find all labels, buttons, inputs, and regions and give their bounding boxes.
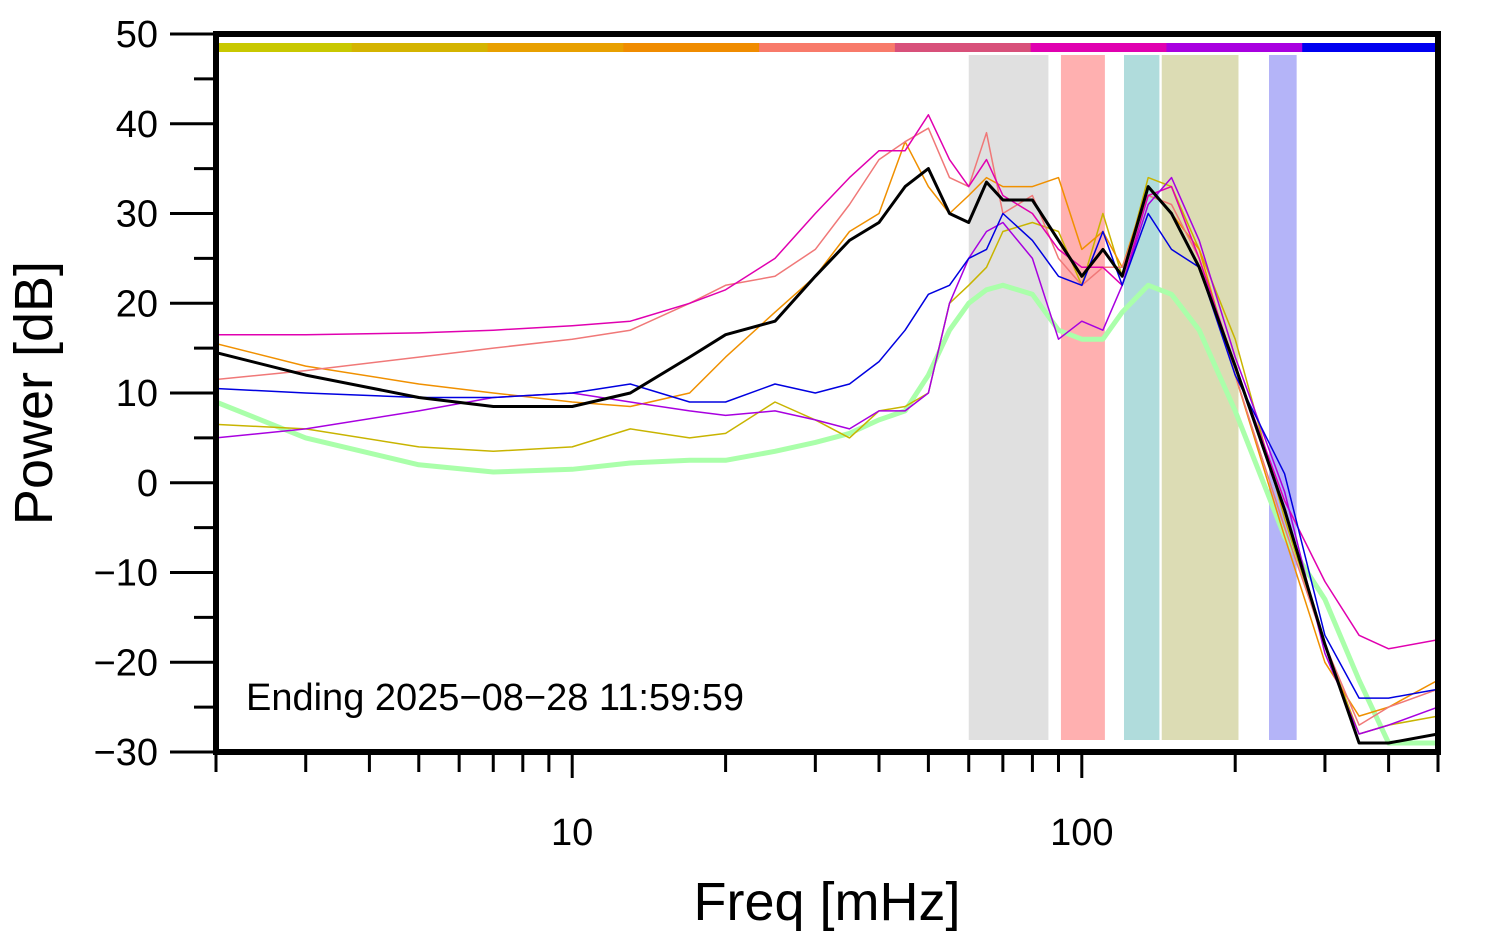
frequency-band — [1060, 55, 1105, 740]
color-bar-segment — [351, 43, 489, 52]
series-line — [216, 140, 1438, 717]
y-tick-label: 20 — [116, 283, 158, 325]
frequency-band — [968, 55, 1049, 740]
color-bar-segment — [759, 43, 896, 52]
frequency-band — [1269, 55, 1297, 740]
y-tick-label: −10 — [94, 553, 158, 595]
color-bar-segment — [894, 43, 1032, 52]
x-axis-label: Freq [mHz] — [693, 872, 960, 932]
color-bar-segment — [1302, 43, 1439, 52]
frequency-band — [1161, 55, 1239, 740]
y-tick-label: 30 — [116, 194, 158, 236]
color-bar — [216, 43, 1439, 52]
y-tick-label: −30 — [94, 732, 158, 774]
color-bar-segment — [1030, 43, 1167, 52]
y-tick-label: 10 — [116, 373, 158, 415]
series-line — [216, 167, 1438, 745]
color-bar-segment — [1166, 43, 1303, 52]
x-tick-label: 10 — [551, 812, 593, 854]
series-line — [216, 282, 1438, 746]
color-bar-segment — [487, 43, 624, 52]
series-line — [216, 176, 1438, 735]
y-tick-label: −20 — [94, 642, 158, 684]
frequency-band — [1123, 55, 1160, 740]
lines — [216, 114, 1438, 746]
annotation: Ending 2025−08−28 11:59:59 — [246, 677, 744, 719]
bands — [968, 55, 1297, 740]
y-axis-label: Power [dB] — [4, 261, 64, 525]
series-line — [216, 114, 1438, 650]
y-tick-label: 0 — [137, 463, 158, 505]
x-tick-label: 100 — [1050, 812, 1113, 854]
color-bar-segment — [216, 43, 353, 52]
y-tick-label: 40 — [116, 104, 158, 146]
color-bar-segment — [623, 43, 760, 52]
axes: −30 −20 −10 0 10 20 30 40 50 10 100 — [94, 14, 1440, 854]
y-tick-label: 50 — [116, 14, 158, 56]
series-line — [216, 176, 1438, 735]
